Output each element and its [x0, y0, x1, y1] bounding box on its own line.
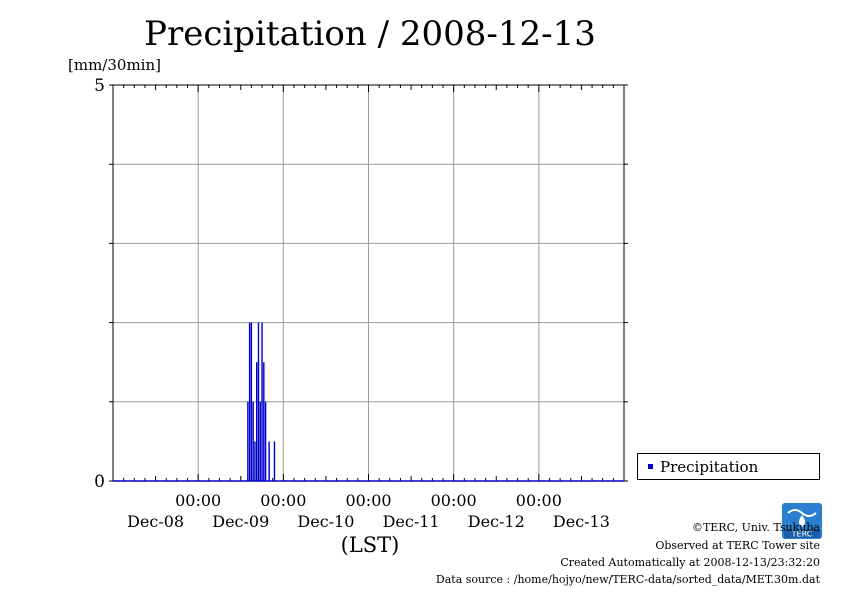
x-tick-time-label: 00:00 [431, 491, 477, 510]
x-tick-date-label: Dec-10 [297, 512, 354, 531]
precipitation-bar [254, 441, 256, 481]
x-tick-date-label: Dec-11 [383, 512, 440, 531]
x-tick-date-label: Dec-08 [127, 512, 184, 531]
precipitation-bar [250, 322, 253, 481]
x-tick-time-label: 00:00 [516, 491, 562, 510]
precipitation-bar [252, 401, 254, 481]
x-tick-date-label: Dec-12 [468, 512, 525, 531]
y-axis-unit-label: [mm/30min] [68, 56, 161, 74]
precipitation-bar [257, 322, 260, 481]
x-axis-label: (LST) [340, 533, 400, 557]
legend: Precipitation [637, 453, 820, 480]
precipitation-bar [261, 322, 263, 481]
precipitation-bar [268, 441, 270, 481]
precipitation-bar [247, 401, 249, 481]
legend-swatch [648, 464, 653, 469]
credit-copyright: ©TERC, Univ. Tsukuba [691, 521, 820, 534]
legend-label: Precipitation [660, 458, 759, 476]
svg-text:TERC: TERC [791, 530, 813, 539]
precipitation-bar [256, 362, 258, 481]
credit-source: Data source : /home/hojyo/new/TERC-data/… [435, 573, 820, 586]
credit-observed: Observed at TERC Tower site [655, 539, 820, 552]
x-tick-time-label: 00:00 [260, 491, 306, 510]
precipitation-bar [264, 401, 267, 481]
credit-created: Created Automatically at 2008-12-13/23:3… [560, 556, 820, 569]
chart-title: Precipitation / 2008-12-13 [144, 14, 596, 54]
terc-logo-icon: TERC [782, 503, 822, 539]
precipitation-bar [248, 322, 251, 481]
x-tick-date-label: Dec-13 [553, 512, 610, 531]
precipitation-bar [259, 401, 261, 481]
precipitation-bar [263, 362, 265, 481]
x-tick-time-label: 00:00 [345, 491, 391, 510]
y-tick-label: 0 [94, 472, 105, 492]
x-tick-time-label: 00:00 [175, 491, 221, 510]
x-tick-date-label: Dec-09 [212, 512, 269, 531]
y-tick-label: 5 [94, 76, 105, 96]
precipitation-bar [273, 441, 276, 481]
